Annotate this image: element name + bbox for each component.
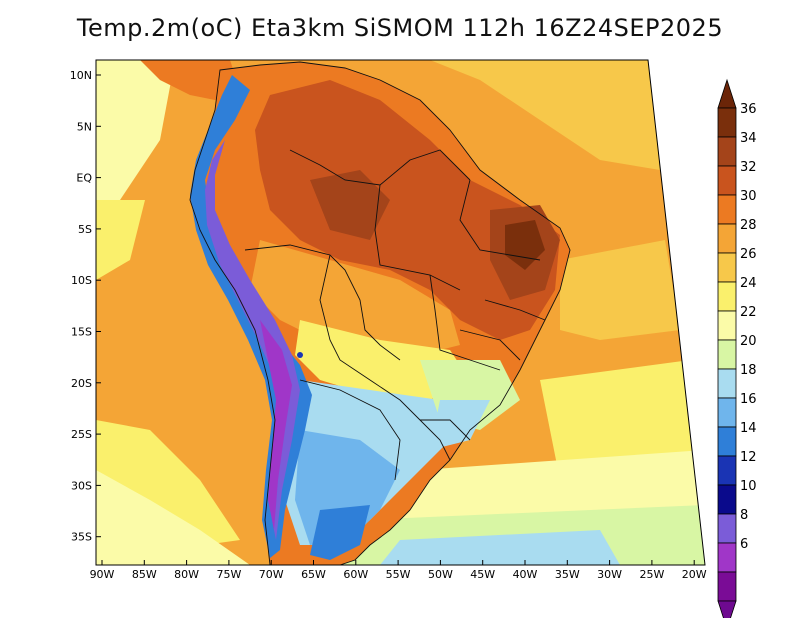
colorbar-top-arrow: [717, 78, 737, 109]
colorbar-segment: [717, 194, 737, 225]
colorbar-bottom-arrow: [717, 600, 737, 618]
atlantic-coldest: [380, 530, 620, 565]
colorbar-segment: [717, 542, 737, 573]
map-frame: [95, 59, 706, 566]
lon-label: 50W: [428, 568, 453, 581]
lon-label: 40W: [513, 568, 538, 581]
andes-peaks: [205, 140, 300, 540]
map-title: Temp.2m(oC) Eta3km SiSMOM 112h 16Z24SEP2…: [76, 14, 724, 42]
colorbar-segment: [717, 571, 737, 602]
lat-label: 20S: [71, 377, 92, 390]
patagonia-cold: [310, 505, 370, 560]
colorbar-label: 34: [740, 131, 757, 146]
colorbar-segment: [717, 281, 737, 312]
colorbar-label: 28: [740, 218, 757, 233]
colorbar-label: 16: [740, 392, 757, 407]
colorbar-label: 24: [740, 276, 757, 291]
colorbar-segment: [717, 165, 737, 196]
pacific-south-cool: [96, 470, 250, 565]
colorbar-label: 32: [740, 160, 757, 175]
lon-label: 20W: [682, 568, 707, 581]
colorbar-label: 18: [740, 363, 757, 378]
central-mild: [295, 320, 470, 400]
colorbar-label: 20: [740, 334, 757, 349]
lat-label: 10S: [71, 274, 92, 287]
lon-label: 75W: [216, 568, 241, 581]
lat-label: 35S: [71, 531, 92, 544]
lat-label: 10N: [70, 69, 92, 82]
lon-label: 60W: [343, 568, 368, 581]
colorbar-label: 14: [740, 421, 757, 436]
lat-label: 25S: [71, 428, 92, 441]
amazon-hot: [255, 80, 560, 340]
lat-label: 30S: [71, 479, 92, 492]
lon-label: 90W: [90, 568, 115, 581]
atlantic-east: [560, 240, 680, 340]
hottest-core: [505, 220, 545, 270]
colorbar-segment: [717, 426, 737, 457]
andes-coldest: [260, 320, 292, 530]
colorbar-segment: [717, 368, 737, 399]
central-america: [140, 60, 240, 100]
colorbar-segment: [717, 484, 737, 515]
lon-label: 70W: [259, 568, 284, 581]
colorbar-segment: [717, 223, 737, 254]
pacific-cool-north: [96, 60, 175, 200]
country-borders: [189, 61, 571, 565]
colorbar-label: 36: [740, 102, 757, 117]
lon-label: 25W: [639, 568, 664, 581]
map-field: [96, 60, 705, 565]
colorbar-segment: [717, 107, 737, 138]
colorbar-segment: [717, 339, 737, 370]
colorbar-label: 6: [740, 537, 748, 552]
colorbar-segment: [717, 252, 737, 283]
lake-feature: [297, 352, 303, 358]
colorbar-segment: [717, 136, 737, 167]
colorbar-label: 10: [740, 479, 757, 494]
lon-label: 45W: [470, 568, 495, 581]
lon-label: 80W: [174, 568, 199, 581]
colorbar-segment: [717, 513, 737, 544]
lon-label: 65W: [301, 568, 326, 581]
colorbar-label: 12: [740, 450, 757, 465]
lon-label: 85W: [132, 568, 157, 581]
colorbar-segment: [717, 455, 737, 486]
colorbar-label: 8: [740, 508, 748, 523]
colorbar-segment: [717, 310, 737, 341]
southeast-cool: [430, 400, 490, 450]
lon-label: 30W: [597, 568, 622, 581]
colorbar-label: 26: [740, 247, 757, 262]
lat-label: 15S: [71, 326, 92, 339]
longitude-axis: 90W 85W 80W 75W 70W 65W 60W 55W 50W 45W 40W 35W 30W 2…: [90, 560, 707, 581]
lat-label: 5S: [78, 223, 92, 236]
latitude-axis: 10N 5N EQ 5S 10S 15S 20S 25S 30S 35S: [70, 69, 101, 544]
hot-core-west: [310, 170, 390, 240]
colorbar: 36 34 32 30 28 26 24 22 20 18 16 14 12 10 8 6: [717, 78, 757, 618]
atlantic-north-warm: [430, 60, 660, 170]
lat-label: EQ: [76, 172, 92, 185]
colorbar-label: 30: [740, 189, 757, 204]
lat-label: 5N: [77, 120, 92, 133]
pacific-mild: [96, 200, 145, 280]
colorbar-segment: [717, 397, 737, 428]
atlantic-south-mild: [540, 360, 705, 480]
lon-label: 55W: [386, 568, 411, 581]
colorbar-label: 22: [740, 305, 757, 320]
lon-label: 35W: [555, 568, 580, 581]
